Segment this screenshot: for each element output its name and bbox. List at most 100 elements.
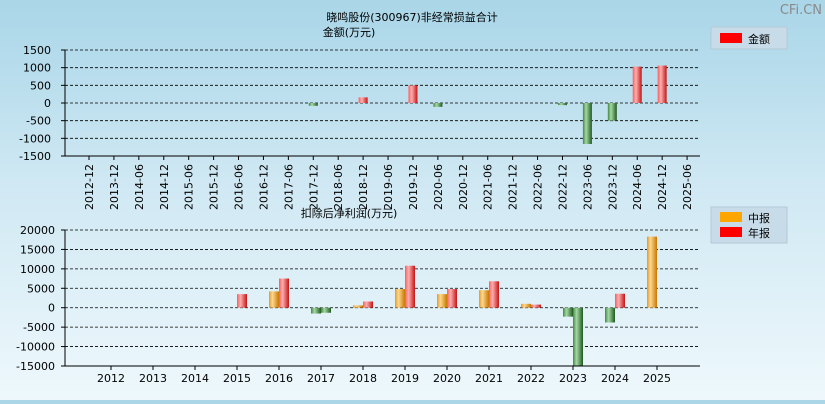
chart1-x-tick-label-2015-06: 2015-06 [183,164,196,210]
chart2-bar-interim-2020 [437,294,447,308]
chart1-x-tick-label-2018-12: 2018-12 [357,164,370,210]
chart2-bar-interim-2022 [521,303,531,308]
chart1-x-tick-label-2014-06: 2014-06 [133,164,146,210]
chart2-y-tick-label-6: -10000 [16,341,55,354]
chart1-x-tick-label-2013-12: 2013-12 [108,164,121,210]
chart1-y-tick-labels: 1500 1000 500 0 -500 -1000 -1500 [19,44,51,163]
chart2-x-tick-label-2017: 2017 [307,372,335,385]
chart2-x-tick-labels: 2012 2013 2014 2015 2016 2017 2018 2019 2020 2021… [97,372,671,385]
chart2-bar-annual-2023 [573,307,583,366]
chart2-legend-swatch-annual [720,227,742,237]
chart1-x-tick-label-2017-06: 2017-06 [282,164,295,210]
chart2-bar-annual-2019 [405,265,415,308]
chart1-grid [65,49,700,139]
chart1-x-tick-label-2020-12: 2020-12 [457,164,470,210]
chart1-x-tick-label-2021-12: 2021-12 [507,164,520,210]
chart1-legend: 金额 [710,26,788,50]
chart2-bar-annual-2020 [447,289,457,308]
chart1-x-tick-label-2016-12: 2016-12 [257,164,270,210]
chart2-bar-interim-2021 [479,290,489,308]
chart1-legend-label: 金额 [748,32,770,46]
chart2-y-tick-label-7: -15000 [16,360,55,373]
chart1-x-tick-label-2019-12: 2019-12 [407,164,420,210]
chart2-bar-annual-2021 [489,281,499,308]
chart1-bar-2019-12 [408,85,418,103]
chart1-x-tick-label-2012-12: 2012-12 [83,164,96,210]
chart1-x-tick-label-2025-06: 2025-06 [681,164,694,210]
chart1-y-tick-label-4: -500 [26,115,51,128]
chart2-x-tick-label-2023: 2023 [559,372,587,385]
chart2-axes [61,229,700,370]
chart2-y-tick-label-4: 0 [48,302,55,315]
chart2-bar-annual-2018 [363,301,373,308]
chart1-x-tick-label-2022-06: 2022-06 [532,164,545,210]
chart2-legend-swatch-interim [720,212,742,222]
chart1-x-tick-label-2014-12: 2014-12 [158,164,171,210]
chart2-grid [65,229,700,347]
chart1-x-tick-label-2020-06: 2020-06 [432,164,445,210]
chart2-y-tick-label-0: 20000 [20,224,55,237]
chart1-bar-2023-06 [582,103,592,144]
chart1-bar-2020-06 [433,103,443,107]
chart2-x-tick-label-2025: 2025 [643,372,671,385]
chart1-x-tick-label-2016-06: 2016-06 [233,164,246,210]
chart2-bar-annual-2017 [321,307,331,313]
chart1-y-tick-label-6: -1500 [19,150,51,163]
chart2-bar-interim-2023 [563,307,573,317]
chart1-x-tick-labels: 2012-12 2013-12 2014-06 2014-12 2015-06 2015-… [83,164,694,210]
chart2-y-tick-label-3: 5000 [27,282,55,295]
chart2-x-tick-label-2018: 2018 [349,372,377,385]
chart2-y-tick-label-1: 15000 [20,243,55,256]
chart2-x-tick-label-2012: 2012 [97,372,125,385]
chart1-y-tick-label-5: -1000 [19,132,51,145]
chart1-x-tick-label-2019-06: 2019-06 [382,164,395,210]
chart2-bar-annual-2022 [531,304,541,308]
chart2-bar-interim-2017 [311,307,321,314]
chart1-bar-2023-12 [607,103,617,121]
chart1-x-tick-label-2024-06: 2024-06 [631,164,644,210]
chart1-bar-2024-12 [657,65,667,103]
chart2-bar-interim-2024 [605,307,615,323]
chart1-x-tick-label-2023-06: 2023-06 [581,164,594,210]
chart1-bar-2022-12 [557,103,567,106]
chart1-x-tick-label-2022-12: 2022-12 [556,164,569,210]
chart2-x-tick-label-2016: 2016 [265,372,293,385]
chart1-x-tick-label-2021-06: 2021-06 [482,164,495,210]
chart1-x-tick-label-2024-12: 2024-12 [656,164,669,210]
chart1-y-tick-label-0: 1500 [23,44,51,57]
chart2-bar-annual-2024 [615,293,625,308]
chart1-bar-2017-12 [308,103,318,106]
chart1-x-tick-label-2023-12: 2023-12 [606,164,619,210]
chart1-bar-2018-12 [358,97,368,103]
chart2-x-tick-label-2015: 2015 [223,372,251,385]
chart2-y-tick-labels: 20000 15000 10000 5000 0 -5000 -10000 -15000 [16,224,55,373]
chart1-title-line1: 晓鸣股份(300967)非经常损益合计 [326,10,498,24]
chart2-bars [237,236,657,366]
chart2-bar-annual-2016 [279,278,289,308]
chart2-bar-interim-2016 [269,291,279,308]
chart2-legend-label-annual: 年报 [748,226,770,240]
chart2-x-tick-label-2021: 2021 [475,372,503,385]
chart1-bars [308,65,667,144]
chart1-axes [61,49,700,160]
chart1-x-tick-label-2017-12: 2017-12 [307,164,320,210]
chart2-x-tick-label-2020: 2020 [433,372,461,385]
chart1-x-tick-label-2015-12: 2015-12 [208,164,221,210]
chart1-title-line2: 金额(万元) [323,25,376,39]
chart2-y-tick-label-5: -5000 [23,321,55,334]
chart2-title: 扣除后净利润(万元) [301,206,398,220]
chart2-bar-interim-2018 [353,305,363,308]
chart2-bar-interim-2025 [647,236,657,308]
chart2-legend: 中报 年报 [710,206,788,244]
chart2-x-tick-label-2022: 2022 [517,372,545,385]
chart1-y-tick-label-1: 1000 [23,62,51,75]
watermark-logo: CFi.CN [780,3,822,18]
chart1-bar-2024-06 [632,66,642,103]
chart2-legend-label-interim: 中报 [748,211,770,225]
chart1-y-tick-label-2: 500 [30,79,51,92]
chart1-x-tick-label-2018-06: 2018-06 [332,164,345,210]
chart2-y-tick-label-2: 10000 [20,263,55,276]
chart2-bar-interim-2019 [395,289,405,308]
